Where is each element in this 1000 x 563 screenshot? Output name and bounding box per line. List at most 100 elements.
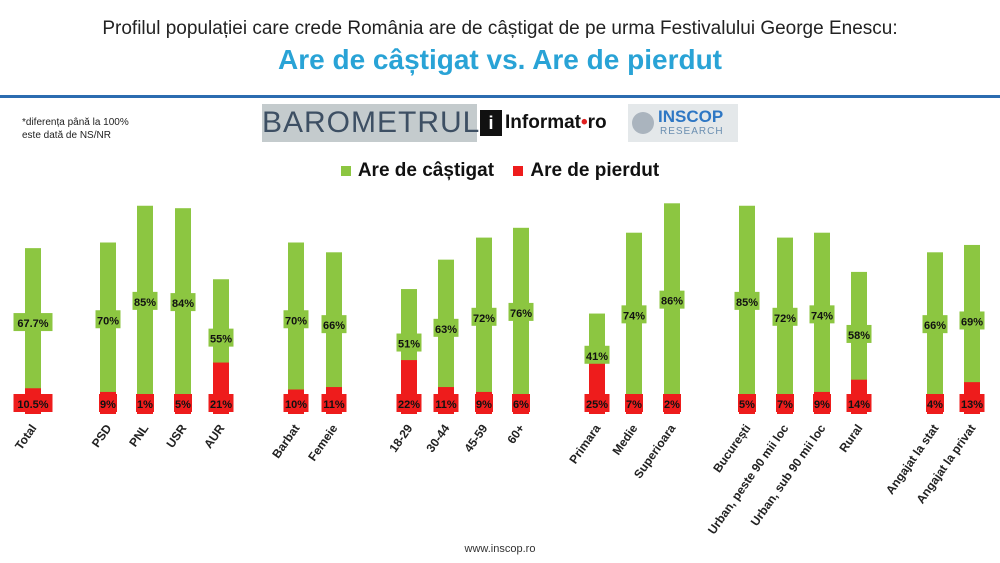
loss-data-label: 1% <box>137 399 153 411</box>
loss-data-label: 11% <box>323 399 345 411</box>
loss-label-box <box>99 394 117 412</box>
footnote-line-1: *diferența până la 100% <box>22 117 129 128</box>
footer-url: www.inscop.ro <box>464 543 536 555</box>
legend-swatch-gain <box>340 165 351 176</box>
loss-label-box <box>283 394 309 412</box>
loss-label-box <box>813 394 831 412</box>
gain-label-box <box>959 311 985 330</box>
gain-data-label: 72% <box>473 313 495 325</box>
category-tick-label: PNL <box>126 422 151 450</box>
loss-data-label: 22% <box>398 399 420 411</box>
loss-data-label: 9% <box>100 399 116 411</box>
gain-data-label: 76% <box>510 308 532 320</box>
gain-label-box <box>772 307 798 326</box>
loss-data-label: 25% <box>586 399 608 411</box>
gain-data-label: 70% <box>97 315 119 327</box>
loss-label-box <box>396 394 422 412</box>
loss-label-box <box>776 394 794 412</box>
gain-data-label: 58% <box>848 330 870 342</box>
loss-data-label: 21% <box>210 399 232 411</box>
category-tick-label: Urban, sub 90 mii loc <box>748 421 829 528</box>
chart-legend: Are de câștigat Are de pierdut <box>0 160 1000 182</box>
loss-label-box <box>959 394 985 412</box>
gain-label-box <box>922 315 948 334</box>
loss-data-label: 11% <box>435 399 457 411</box>
legend-item-loss: Are de pierdut <box>513 160 659 182</box>
loss-label-box <box>584 394 610 412</box>
gain-label-box <box>584 345 610 364</box>
category-tick-label: 45-59 <box>461 421 490 454</box>
loss-label-box <box>738 394 756 412</box>
gain-label-box <box>170 293 196 312</box>
legend-label-gain: Are de câștigat <box>357 160 495 181</box>
gain-data-label: 55% <box>210 334 232 346</box>
category-tick-label: AUR <box>201 421 228 451</box>
loss-bar <box>137 411 153 414</box>
gain-label-box <box>396 333 422 352</box>
gain-label-box <box>283 310 309 329</box>
loss-data-label: 7% <box>626 399 642 411</box>
category-tick-label: 18-29 <box>386 421 415 454</box>
gain-label-box <box>621 305 647 324</box>
gain-label-box <box>132 291 158 310</box>
informat-logo-dot: • <box>581 112 588 133</box>
gain-data-label: 67.7% <box>17 318 48 330</box>
loss-data-label: 13% <box>961 399 983 411</box>
loss-label-box <box>512 394 530 412</box>
gain-label-box <box>846 324 872 343</box>
category-tick-label: Primara <box>566 421 603 466</box>
loss-label-box <box>625 394 643 412</box>
category-tick-label: București <box>710 422 753 475</box>
loss-data-label: 4% <box>927 399 943 411</box>
category-tick-label: PSD <box>89 421 115 450</box>
loss-data-label: 9% <box>814 399 830 411</box>
chart-subtitle: Are de câștigat vs. Are de pierdut <box>278 44 722 75</box>
gain-data-label: 72% <box>774 313 796 325</box>
gain-data-label: 74% <box>811 310 833 322</box>
loss-label-box <box>663 394 681 412</box>
loss-data-label: 10% <box>285 399 307 411</box>
gain-label-box <box>809 305 835 324</box>
legend-item-gain: Are de câștigat <box>340 160 495 182</box>
footnote: *diferența până la 100% este dată de NS/… <box>22 116 162 142</box>
gain-data-label: 41% <box>586 351 608 363</box>
gain-label-box <box>321 315 347 334</box>
gain-data-label: 66% <box>924 320 946 332</box>
loss-data-label: 14% <box>848 399 870 411</box>
category-tick-label: 60+ <box>504 422 527 447</box>
category-tick-label: Barbat <box>269 422 302 461</box>
category-tick-label: Medie <box>609 421 640 457</box>
gain-data-label: 85% <box>134 297 156 309</box>
category-tick-label: Rural <box>836 422 865 455</box>
gain-label-box <box>433 318 459 337</box>
informat-logo-text: Informat <box>505 112 581 133</box>
loss-data-label: 7% <box>777 399 793 411</box>
informat-logo-tld: ro <box>587 112 607 133</box>
gain-data-label: 86% <box>661 296 683 308</box>
gain-label-box <box>95 310 121 329</box>
inscop-research-text: RESEARCH <box>660 126 724 137</box>
header-divider <box>0 95 1000 98</box>
loss-data-label: 9% <box>476 399 492 411</box>
chart-title: Profilul populației care crede România a… <box>102 18 898 39</box>
loss-data-label: 2% <box>664 399 680 411</box>
loss-label-box <box>321 394 347 412</box>
inscop-logo: INSCOP RESEARCH <box>628 104 738 142</box>
loss-data-label: 6% <box>513 399 529 411</box>
logo-strip: BAROMETRUL i Informat•ro INSCOP RESEARCH <box>262 104 738 142</box>
gain-label-box <box>734 291 760 310</box>
category-tick-label: 30-44 <box>423 421 452 454</box>
barometrul-logo: BAROMETRUL <box>262 104 479 142</box>
category-tick-label: Femeie <box>305 421 340 463</box>
legend-swatch-loss <box>513 165 524 176</box>
loss-data-label: 10.5% <box>17 399 48 411</box>
gain-data-label: 85% <box>736 297 758 309</box>
loss-label-box <box>846 394 872 412</box>
loss-label-box <box>926 394 944 412</box>
loss-label-box <box>13 394 53 412</box>
loss-label-box <box>475 394 493 412</box>
gain-label-box <box>471 307 497 326</box>
gain-label-box <box>659 290 685 309</box>
informat-logo: i Informat•ro <box>480 104 626 142</box>
